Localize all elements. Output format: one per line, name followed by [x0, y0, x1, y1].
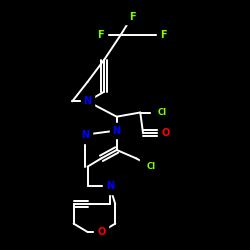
Bar — [103, 178, 117, 194]
Text: N: N — [81, 130, 89, 140]
Text: F: F — [129, 12, 135, 22]
Text: N: N — [112, 126, 121, 136]
Text: F: F — [97, 30, 103, 40]
Bar — [152, 105, 174, 120]
Bar — [80, 94, 94, 109]
Bar — [110, 123, 124, 138]
Text: N: N — [106, 181, 114, 191]
Bar — [78, 127, 92, 142]
Bar — [140, 159, 162, 174]
Text: Cl: Cl — [147, 162, 156, 171]
Text: Cl: Cl — [158, 108, 167, 117]
Text: O: O — [161, 128, 170, 138]
Text: F: F — [160, 30, 167, 40]
Text: O: O — [97, 227, 106, 237]
Text: N: N — [84, 96, 92, 106]
Bar — [125, 9, 139, 24]
Bar — [157, 27, 171, 42]
Bar — [94, 224, 108, 240]
Bar — [93, 27, 107, 42]
Bar — [158, 126, 172, 141]
